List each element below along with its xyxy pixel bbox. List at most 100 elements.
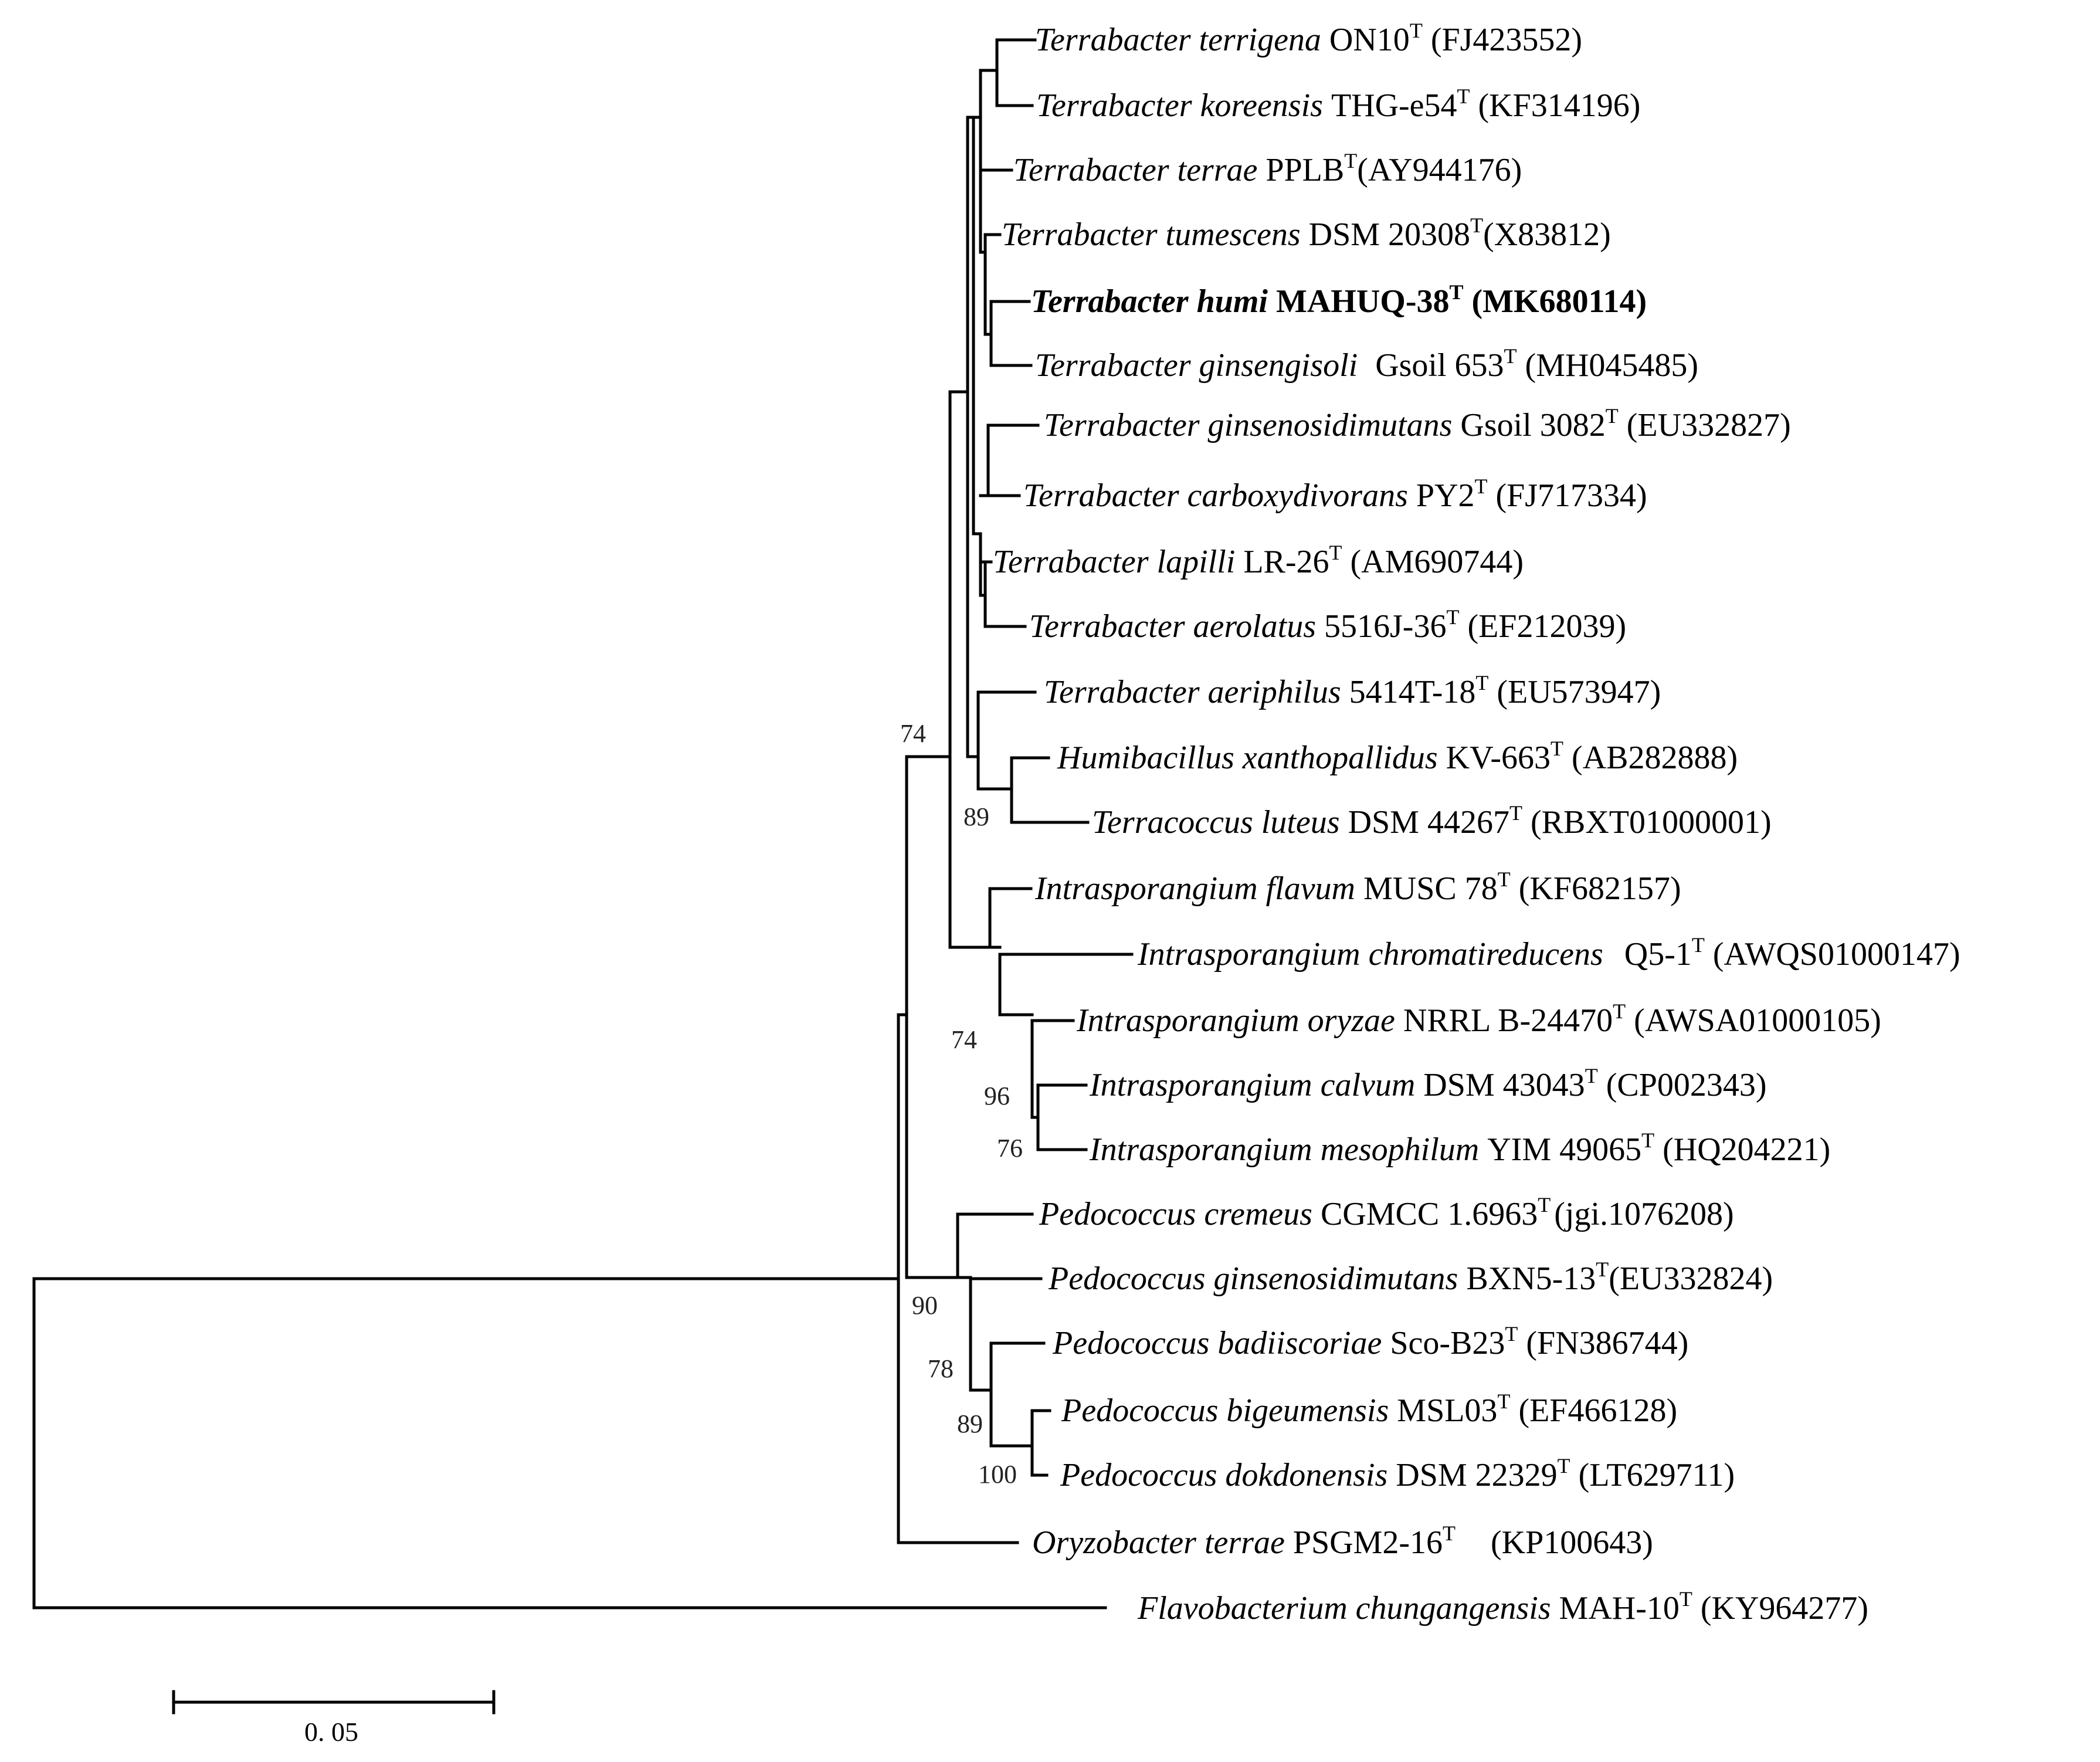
taxon-type-marker: T [1498, 868, 1511, 891]
taxon-species: Pedococcus ginsenosidimutans [1048, 1260, 1458, 1297]
bootstrap-value: 96 [984, 1082, 1010, 1110]
taxon-species: Terrabacter lapilli [993, 544, 1235, 580]
scale-bar: 0. 05 [172, 1690, 496, 1747]
taxon-species: Humibacillus xanthopallidus [1057, 740, 1438, 776]
taxon-strain: THG-e54 [1331, 87, 1457, 124]
taxon-labels: Terrabacter terrigena ON10T (FJ423552) Ter… [993, 19, 1960, 1627]
bootstrap-value: 89 [964, 802, 989, 831]
taxon-species: Pedococcus badiiscoriae [1052, 1325, 1382, 1361]
taxon-type-marker: T [1470, 214, 1483, 237]
taxon-type-marker: T [1504, 344, 1517, 368]
taxon-type-marker: T [1457, 84, 1470, 108]
taxon-strain: DSM 20308 [1309, 216, 1470, 253]
taxon-strain: Sco-B23 [1390, 1325, 1505, 1361]
taxon-strain: ON10 [1329, 22, 1410, 58]
tree-branches [32, 38, 1134, 1609]
taxon-species: Pedococcus dokdonensis [1060, 1457, 1387, 1493]
taxon-accession: (CP002343) [1606, 1067, 1767, 1103]
taxon-species: Intrasporangium oryzae [1076, 1002, 1395, 1039]
taxon-type-marker: T [1606, 404, 1619, 428]
scale-bar-label: 0. 05 [304, 1717, 358, 1747]
taxon-species: Terrabacter ginsengisoli [1035, 347, 1358, 384]
taxon-type-marker: T [1551, 737, 1563, 760]
bootstrap-value: 90 [912, 1291, 938, 1320]
taxon-accession: (FJ717334) [1495, 477, 1647, 514]
taxon-type-marker: T [1692, 933, 1705, 957]
taxon-accession: (jgi.1076208) [1554, 1196, 1733, 1232]
taxon-strain: PY2 [1416, 477, 1475, 514]
taxon-accession: (EF466128) [1518, 1392, 1677, 1429]
taxon-species: Terrabacter ginsenosidimutans [1044, 407, 1452, 443]
taxon-accession: (AWSA01000105) [1634, 1002, 1881, 1039]
taxon-species: Terrabacter aeriphilus [1044, 674, 1341, 710]
taxon-accession: (RBXT01000001) [1531, 804, 1772, 841]
taxon-type-marker: T [1410, 19, 1423, 42]
bootstrap-value: 78 [928, 1354, 954, 1383]
taxon-species: Terrabacter terrae [1013, 152, 1257, 188]
svg-text:Intrasporangium chromatireduce: Intrasporangium chromatireducens Q5-1T (AW… [1137, 933, 1960, 973]
taxon-strain: DSM 44267 [1348, 804, 1509, 841]
taxon-accession: (FJ423552) [1431, 22, 1582, 58]
taxon-accession: (LT629711) [1579, 1457, 1735, 1493]
taxon-accession: (FN386744) [1526, 1325, 1688, 1361]
taxon-strain: PSGM2-16 [1293, 1524, 1443, 1561]
taxon-strain: YIM 49065 [1487, 1131, 1641, 1168]
taxon-type-marker: T [1509, 801, 1522, 825]
taxon-type-marker: T [1329, 541, 1342, 564]
taxon-strain: MAH-10 [1559, 1590, 1680, 1627]
taxon-species: Terracoccus luteus [1092, 804, 1340, 841]
taxon-type-marker: T [1585, 1064, 1598, 1087]
bootstrap-value: 74 [951, 1025, 977, 1054]
taxon-type-marker: T [1505, 1322, 1518, 1346]
taxon-accession: (EU332824) [1609, 1260, 1773, 1297]
taxon-type-marker: T [1344, 149, 1357, 172]
taxon-species: Terrabacter humi [1031, 283, 1268, 320]
taxon-species: Terrabacter terrigena [1035, 22, 1321, 58]
bootstrap-value: 89 [957, 1409, 983, 1438]
taxon-species: Intrasporangium mesophilum [1089, 1131, 1479, 1168]
taxon-type-marker: T [1475, 671, 1488, 694]
taxon-strain: BXN5-13 [1466, 1260, 1596, 1297]
taxon-species: Intrasporangium flavum [1034, 870, 1355, 907]
taxon-strain: 5414T-18 [1349, 674, 1476, 710]
taxon-strain: DSM 22329 [1396, 1457, 1557, 1493]
taxon-accession: (AY944176) [1357, 152, 1522, 188]
taxon-strain: MSL03 [1397, 1392, 1497, 1429]
taxon-strain: Gsoil 3082 [1460, 407, 1605, 443]
taxon-type-marker: T [1474, 475, 1487, 498]
taxon-accession: (MK680114) [1472, 283, 1647, 320]
taxon-accession: (X83812) [1483, 216, 1611, 253]
taxon-type-marker: T [1538, 1193, 1551, 1217]
taxon-accession: (AWQS01000147) [1713, 936, 1960, 973]
taxon-accession: (EU573947) [1497, 674, 1661, 710]
taxon-type-marker: T [1680, 1587, 1692, 1611]
taxon-strain: 5516J-36 [1324, 608, 1446, 645]
taxon-species: Pedococcus cremeus [1039, 1196, 1312, 1232]
bootstrap-value: 74 [900, 719, 926, 748]
taxon-accession: (HQ204221) [1663, 1131, 1830, 1168]
bootstrap-value: 100 [978, 1460, 1017, 1489]
taxon-species: Flavobacterium chungangensis [1137, 1590, 1551, 1627]
taxon-strain: CGMCC 1.6963 [1321, 1196, 1538, 1232]
bootstrap-values: 74 89 74 96 76 90 78 89 100 [900, 719, 1023, 1489]
bootstrap-value: 76 [997, 1134, 1023, 1163]
taxon-accession: (AB282888) [1572, 740, 1738, 776]
